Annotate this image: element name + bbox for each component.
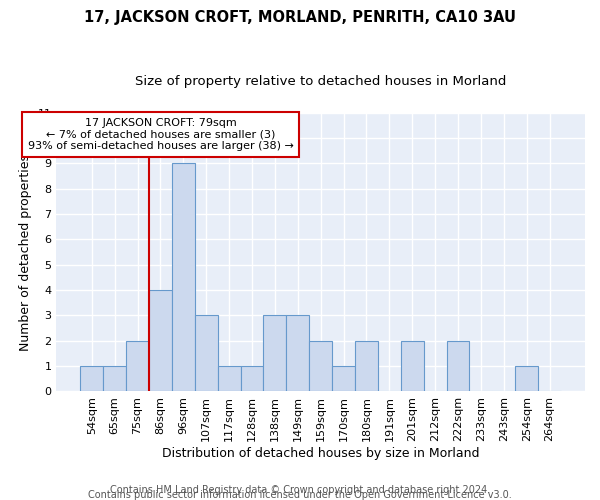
- Bar: [80, 366, 103, 392]
- Bar: [195, 316, 218, 392]
- Bar: [126, 341, 149, 392]
- Bar: [149, 290, 172, 392]
- Text: 17 JACKSON CROFT: 79sqm
← 7% of detached houses are smaller (3)
93% of semi-deta: 17 JACKSON CROFT: 79sqm ← 7% of detached…: [28, 118, 293, 151]
- Title: Size of property relative to detached houses in Morland: Size of property relative to detached ho…: [135, 75, 506, 88]
- Bar: [241, 366, 263, 392]
- Bar: [332, 366, 355, 392]
- Bar: [515, 366, 538, 392]
- Bar: [355, 341, 378, 392]
- Text: 17, JACKSON CROFT, MORLAND, PENRITH, CA10 3AU: 17, JACKSON CROFT, MORLAND, PENRITH, CA1…: [84, 10, 516, 25]
- Bar: [172, 164, 195, 392]
- Bar: [446, 341, 469, 392]
- Bar: [286, 316, 309, 392]
- Bar: [103, 366, 126, 392]
- Bar: [218, 366, 241, 392]
- X-axis label: Distribution of detached houses by size in Morland: Distribution of detached houses by size …: [162, 447, 479, 460]
- Bar: [401, 341, 424, 392]
- Bar: [263, 316, 286, 392]
- Bar: [309, 341, 332, 392]
- Text: Contains public sector information licensed under the Open Government Licence v3: Contains public sector information licen…: [88, 490, 512, 500]
- Text: Contains HM Land Registry data © Crown copyright and database right 2024.: Contains HM Land Registry data © Crown c…: [110, 485, 490, 495]
- Y-axis label: Number of detached properties: Number of detached properties: [19, 154, 32, 350]
